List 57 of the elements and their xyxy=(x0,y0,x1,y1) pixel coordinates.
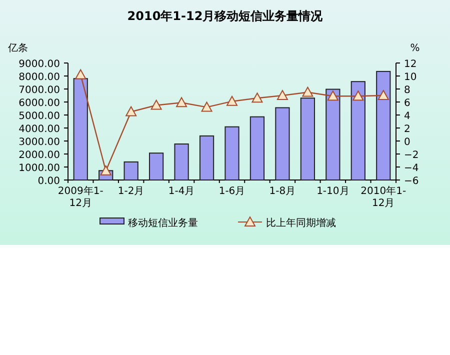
y-tick-label: 5000.00 xyxy=(18,111,60,122)
legend-label: 移动短信业务量 xyxy=(128,217,198,229)
point xyxy=(302,86,314,97)
point xyxy=(75,69,86,80)
bar xyxy=(326,88,340,180)
bar xyxy=(148,152,164,180)
y2-tick-label: 10 xyxy=(404,72,417,83)
point xyxy=(226,96,238,106)
point xyxy=(201,102,212,112)
y-tick-label: 3000.00 xyxy=(18,137,60,148)
point xyxy=(327,90,338,101)
bar xyxy=(300,98,316,180)
bar xyxy=(224,126,240,180)
y2-tick-label: 0 xyxy=(404,137,410,148)
point xyxy=(352,90,364,101)
y2-tick-label: −4 xyxy=(404,163,419,174)
y2-tick-label: −2 xyxy=(404,150,419,161)
bar xyxy=(199,135,214,180)
y2-tick-label: 8 xyxy=(404,85,410,96)
y2-axis-title: % xyxy=(410,43,420,54)
y-tick-label: 0.00 xyxy=(38,176,60,187)
y2-tick-label: 2 xyxy=(404,124,410,135)
x-tick-label: 1-2月 xyxy=(118,186,144,197)
bar xyxy=(250,116,265,180)
x-tick-label: 1-10月 xyxy=(316,186,350,197)
point xyxy=(276,90,288,100)
point xyxy=(176,97,188,108)
y2-tick-label: −6 xyxy=(404,176,419,187)
y2-tick-label: 12 xyxy=(404,59,417,70)
y2-tick-label: 4 xyxy=(404,111,410,122)
point xyxy=(252,92,263,103)
bar xyxy=(350,81,366,180)
x-tick-label: 2010年1-12月 xyxy=(360,185,406,209)
point xyxy=(150,100,162,110)
chart-title: 2010年1-12月移动短信业务量情况 xyxy=(127,9,324,23)
x-tick-label: 2009年1-12月 xyxy=(58,185,104,209)
y-tick-label: 2000.00 xyxy=(18,150,60,161)
y-tick-label: 8000.00 xyxy=(18,72,60,83)
x-tick-label: 1-4月 xyxy=(168,186,195,197)
y-axis-title: 亿条 xyxy=(7,42,28,54)
bar xyxy=(275,107,290,180)
y-tick-label: 1000.00 xyxy=(18,163,60,174)
bar xyxy=(174,143,189,180)
y-tick-label: 6000.00 xyxy=(18,98,60,109)
point xyxy=(100,165,112,176)
point xyxy=(378,90,389,100)
y-tick-label: 9000.00 xyxy=(18,59,60,70)
y2-tick-label: 6 xyxy=(404,98,410,109)
x-tick-label: 1-8月 xyxy=(269,186,296,197)
bar xyxy=(376,70,391,180)
x-tick-label: 1-6月 xyxy=(218,186,246,197)
bar xyxy=(124,161,138,180)
bar xyxy=(73,78,88,180)
point xyxy=(126,106,137,116)
y-tick-label: 4000.00 xyxy=(18,124,60,135)
legend-label: 比上年同期增减 xyxy=(266,217,336,229)
y-tick-label: 7000.00 xyxy=(18,85,60,96)
